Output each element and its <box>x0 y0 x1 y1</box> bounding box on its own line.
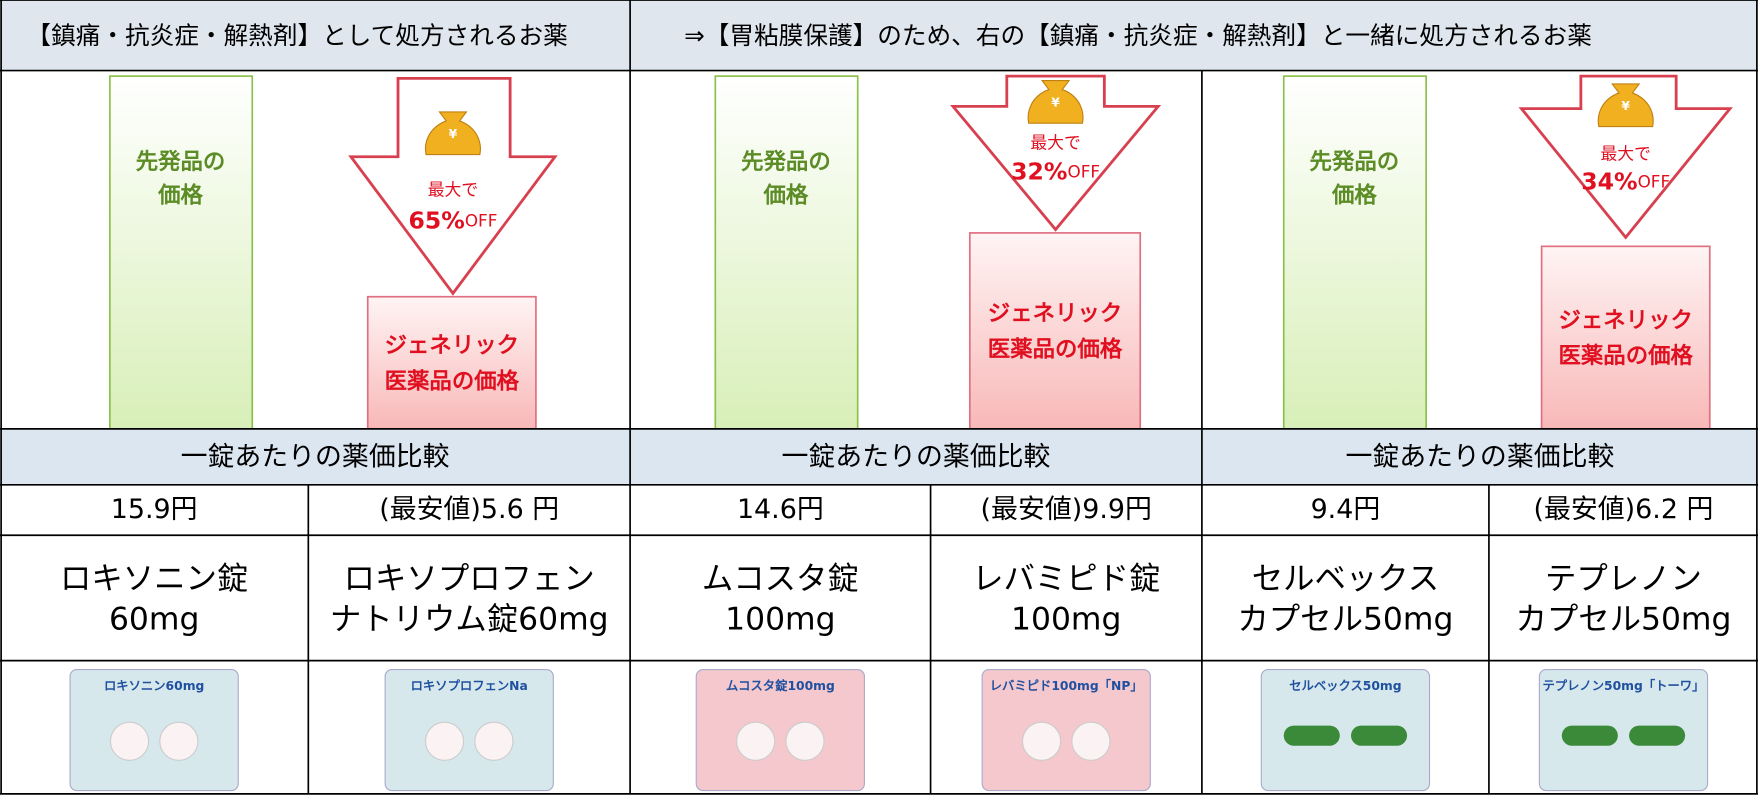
discount-arrow <box>950 74 1162 232</box>
generic-name: ロキソプロフェン <box>344 561 595 597</box>
bag-symbol: ¥ <box>449 127 458 141</box>
pill <box>424 721 465 761</box>
blister <box>981 669 1151 792</box>
discount-prefix: 最大で <box>1030 132 1080 152</box>
money-bag <box>1027 80 1084 124</box>
brand-name: カプセル50mg <box>1237 601 1453 637</box>
brand-label: 先発品の <box>136 149 226 175</box>
blister-label: ロキソニン60mg <box>104 679 204 693</box>
bag-symbol: ¥ <box>1051 96 1060 110</box>
blister-label: テプレノン50mg「トーワ」 <box>1542 678 1704 693</box>
blister <box>1260 669 1431 792</box>
discount-suffix: OFF <box>1638 172 1671 192</box>
pill <box>785 721 825 761</box>
header-left: 【鎮痛・抗炎症・解熱剤】として処方されるお薬 <box>26 21 567 50</box>
pill <box>736 721 776 761</box>
capsule <box>1561 725 1618 746</box>
brand-name: ロキソニン錠 <box>60 561 248 597</box>
brand-name: 60mg <box>109 601 199 637</box>
discount-suffix: OFF <box>465 211 498 231</box>
comparison-label: 一錠あたりの薬価比較 <box>181 441 450 472</box>
discount-text: 32%OFF <box>1011 157 1100 185</box>
discount-percent: 34% <box>1581 167 1637 195</box>
generic-label: ジェネリック <box>988 301 1122 327</box>
capsule <box>1629 725 1686 746</box>
capsule <box>1351 725 1408 746</box>
discount-text: 65%OFF <box>409 206 498 234</box>
blister-label: レバミピド100mg「NP」 <box>990 678 1143 693</box>
generic-name: 100mg <box>1011 601 1121 637</box>
generic-label: ジェネリック <box>385 333 519 359</box>
brand-label: 先発品の <box>1310 149 1400 175</box>
bag-symbol: ¥ <box>1621 99 1630 113</box>
brand-bar <box>109 75 254 430</box>
discount-text: 34%OFF <box>1581 167 1670 195</box>
capsule <box>1283 725 1340 746</box>
discount-prefix: 最大で <box>428 179 478 199</box>
brand-bar <box>714 75 859 430</box>
generic-label: 医薬品の価格 <box>988 335 1123 362</box>
blister <box>384 669 554 792</box>
generic-bar <box>968 232 1142 430</box>
comparison-bg <box>630 428 1202 485</box>
comparison-label: 一錠あたりの薬価比較 <box>782 441 1051 472</box>
brand-bar <box>1282 75 1427 430</box>
pill <box>474 721 514 761</box>
discount-prefix: 最大で <box>1600 144 1650 164</box>
blister <box>695 669 865 792</box>
brand-name: ムコスタ錠 <box>702 561 859 597</box>
generic-name: レバミピド錠 <box>972 561 1160 597</box>
brand-price: 15.9円 <box>111 494 198 525</box>
pill <box>159 721 199 761</box>
pill <box>1071 721 1111 761</box>
discount-percent: 65% <box>409 206 465 234</box>
brand-label: 先発品の <box>741 149 831 175</box>
brand-name: セルベックス <box>1252 561 1439 597</box>
generic-name: テプレノン <box>1545 561 1702 597</box>
brand-label: 価格 <box>157 181 203 208</box>
generic-name: カプセル50mg <box>1515 601 1731 637</box>
pill <box>1021 721 1062 761</box>
blister-label: ムコスタ錠100mg <box>726 678 835 693</box>
money-bag <box>1597 83 1654 128</box>
comparison-bg <box>1201 428 1758 485</box>
generic-price: (最安値)9.9円 <box>981 494 1152 525</box>
comparison-bg <box>0 428 631 485</box>
blister <box>1538 669 1709 792</box>
generic-price: (最安値)6.2 円 <box>1534 494 1714 525</box>
generic-bar <box>366 295 537 430</box>
blister <box>69 669 239 792</box>
discount-suffix: OFF <box>1067 161 1100 181</box>
discount-percent: 32% <box>1011 157 1067 185</box>
comparison-label: 一錠あたりの薬価比較 <box>1345 441 1614 472</box>
brand-price: 14.6円 <box>737 494 824 525</box>
brand-name: 100mg <box>725 601 835 637</box>
pill <box>109 721 150 761</box>
generic-bar <box>1540 245 1711 430</box>
brand-price: 9.4円 <box>1311 494 1381 525</box>
blister-label: セルベックス50mg <box>1289 679 1401 693</box>
generic-label: ジェネリック <box>1558 307 1692 333</box>
generic-label: 医薬品の価格 <box>385 367 520 394</box>
brand-label: 価格 <box>763 181 809 208</box>
brand-label: 価格 <box>1331 181 1377 208</box>
generic-label: 医薬品の価格 <box>1558 342 1693 369</box>
generic-name: ナトリウム錠60mg <box>330 601 609 637</box>
header-bg <box>0 0 1758 71</box>
blister-label: ロキソプロフェンNa <box>411 678 528 693</box>
generic-price: (最安値)5.6 円 <box>379 494 559 525</box>
discount-arrow <box>1518 74 1733 240</box>
money-bag <box>424 111 481 156</box>
header-right: ⇒【胃粘膜保護】のため、右の【鎮痛・抗炎症・解熱剤】と一緒に処方されるお薬 <box>684 21 1592 50</box>
discount-arrow <box>348 76 558 296</box>
